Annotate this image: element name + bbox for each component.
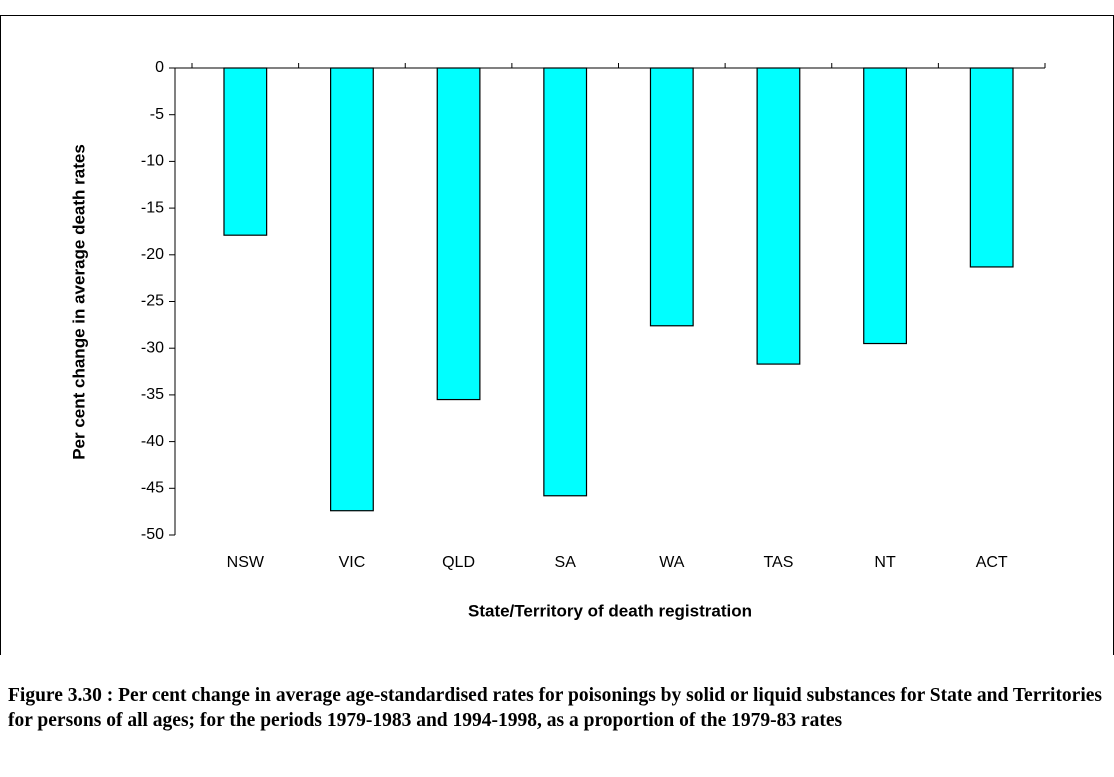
- chart: State/Territory of death registration Pe…: [0, 15, 1114, 655]
- bar: [756, 67, 801, 365]
- x-tick-label: TAS: [763, 554, 793, 571]
- y-tick-label: -45: [141, 480, 164, 497]
- y-tick-label: -15: [141, 199, 164, 216]
- bar: [330, 67, 374, 512]
- bar: [969, 67, 1014, 268]
- y-tick-label: -40: [141, 433, 164, 450]
- y-tick-label: -5: [150, 106, 164, 123]
- y-tick-label: -50: [141, 526, 164, 543]
- x-tick-label: QLD: [442, 554, 475, 571]
- bar: [223, 67, 268, 236]
- bar: [863, 67, 907, 345]
- bar: [649, 67, 694, 327]
- x-tick-label: ACT: [976, 554, 1008, 571]
- x-axis-label: State/Territory of death registration: [468, 601, 752, 620]
- y-tick-label: -10: [141, 153, 164, 170]
- bar: [436, 67, 481, 401]
- y-tick-label: -30: [141, 339, 164, 356]
- x-tick-label: WA: [659, 554, 685, 571]
- y-tick-label: -20: [141, 246, 164, 263]
- figure-caption: Figure 3.30 : Per cent change in average…: [8, 685, 1102, 731]
- x-tick-label: NSW: [227, 554, 265, 571]
- y-tick-label: 0: [155, 59, 164, 76]
- bar: [543, 67, 588, 497]
- y-tick-label: -25: [141, 293, 164, 310]
- x-tick-label: NT: [874, 554, 896, 571]
- x-tick-label: SA: [555, 554, 577, 571]
- y-axis-label: Per cent change in average death rates: [69, 144, 88, 460]
- x-tick-label: VIC: [339, 554, 366, 571]
- y-tick-label: -35: [141, 386, 164, 403]
